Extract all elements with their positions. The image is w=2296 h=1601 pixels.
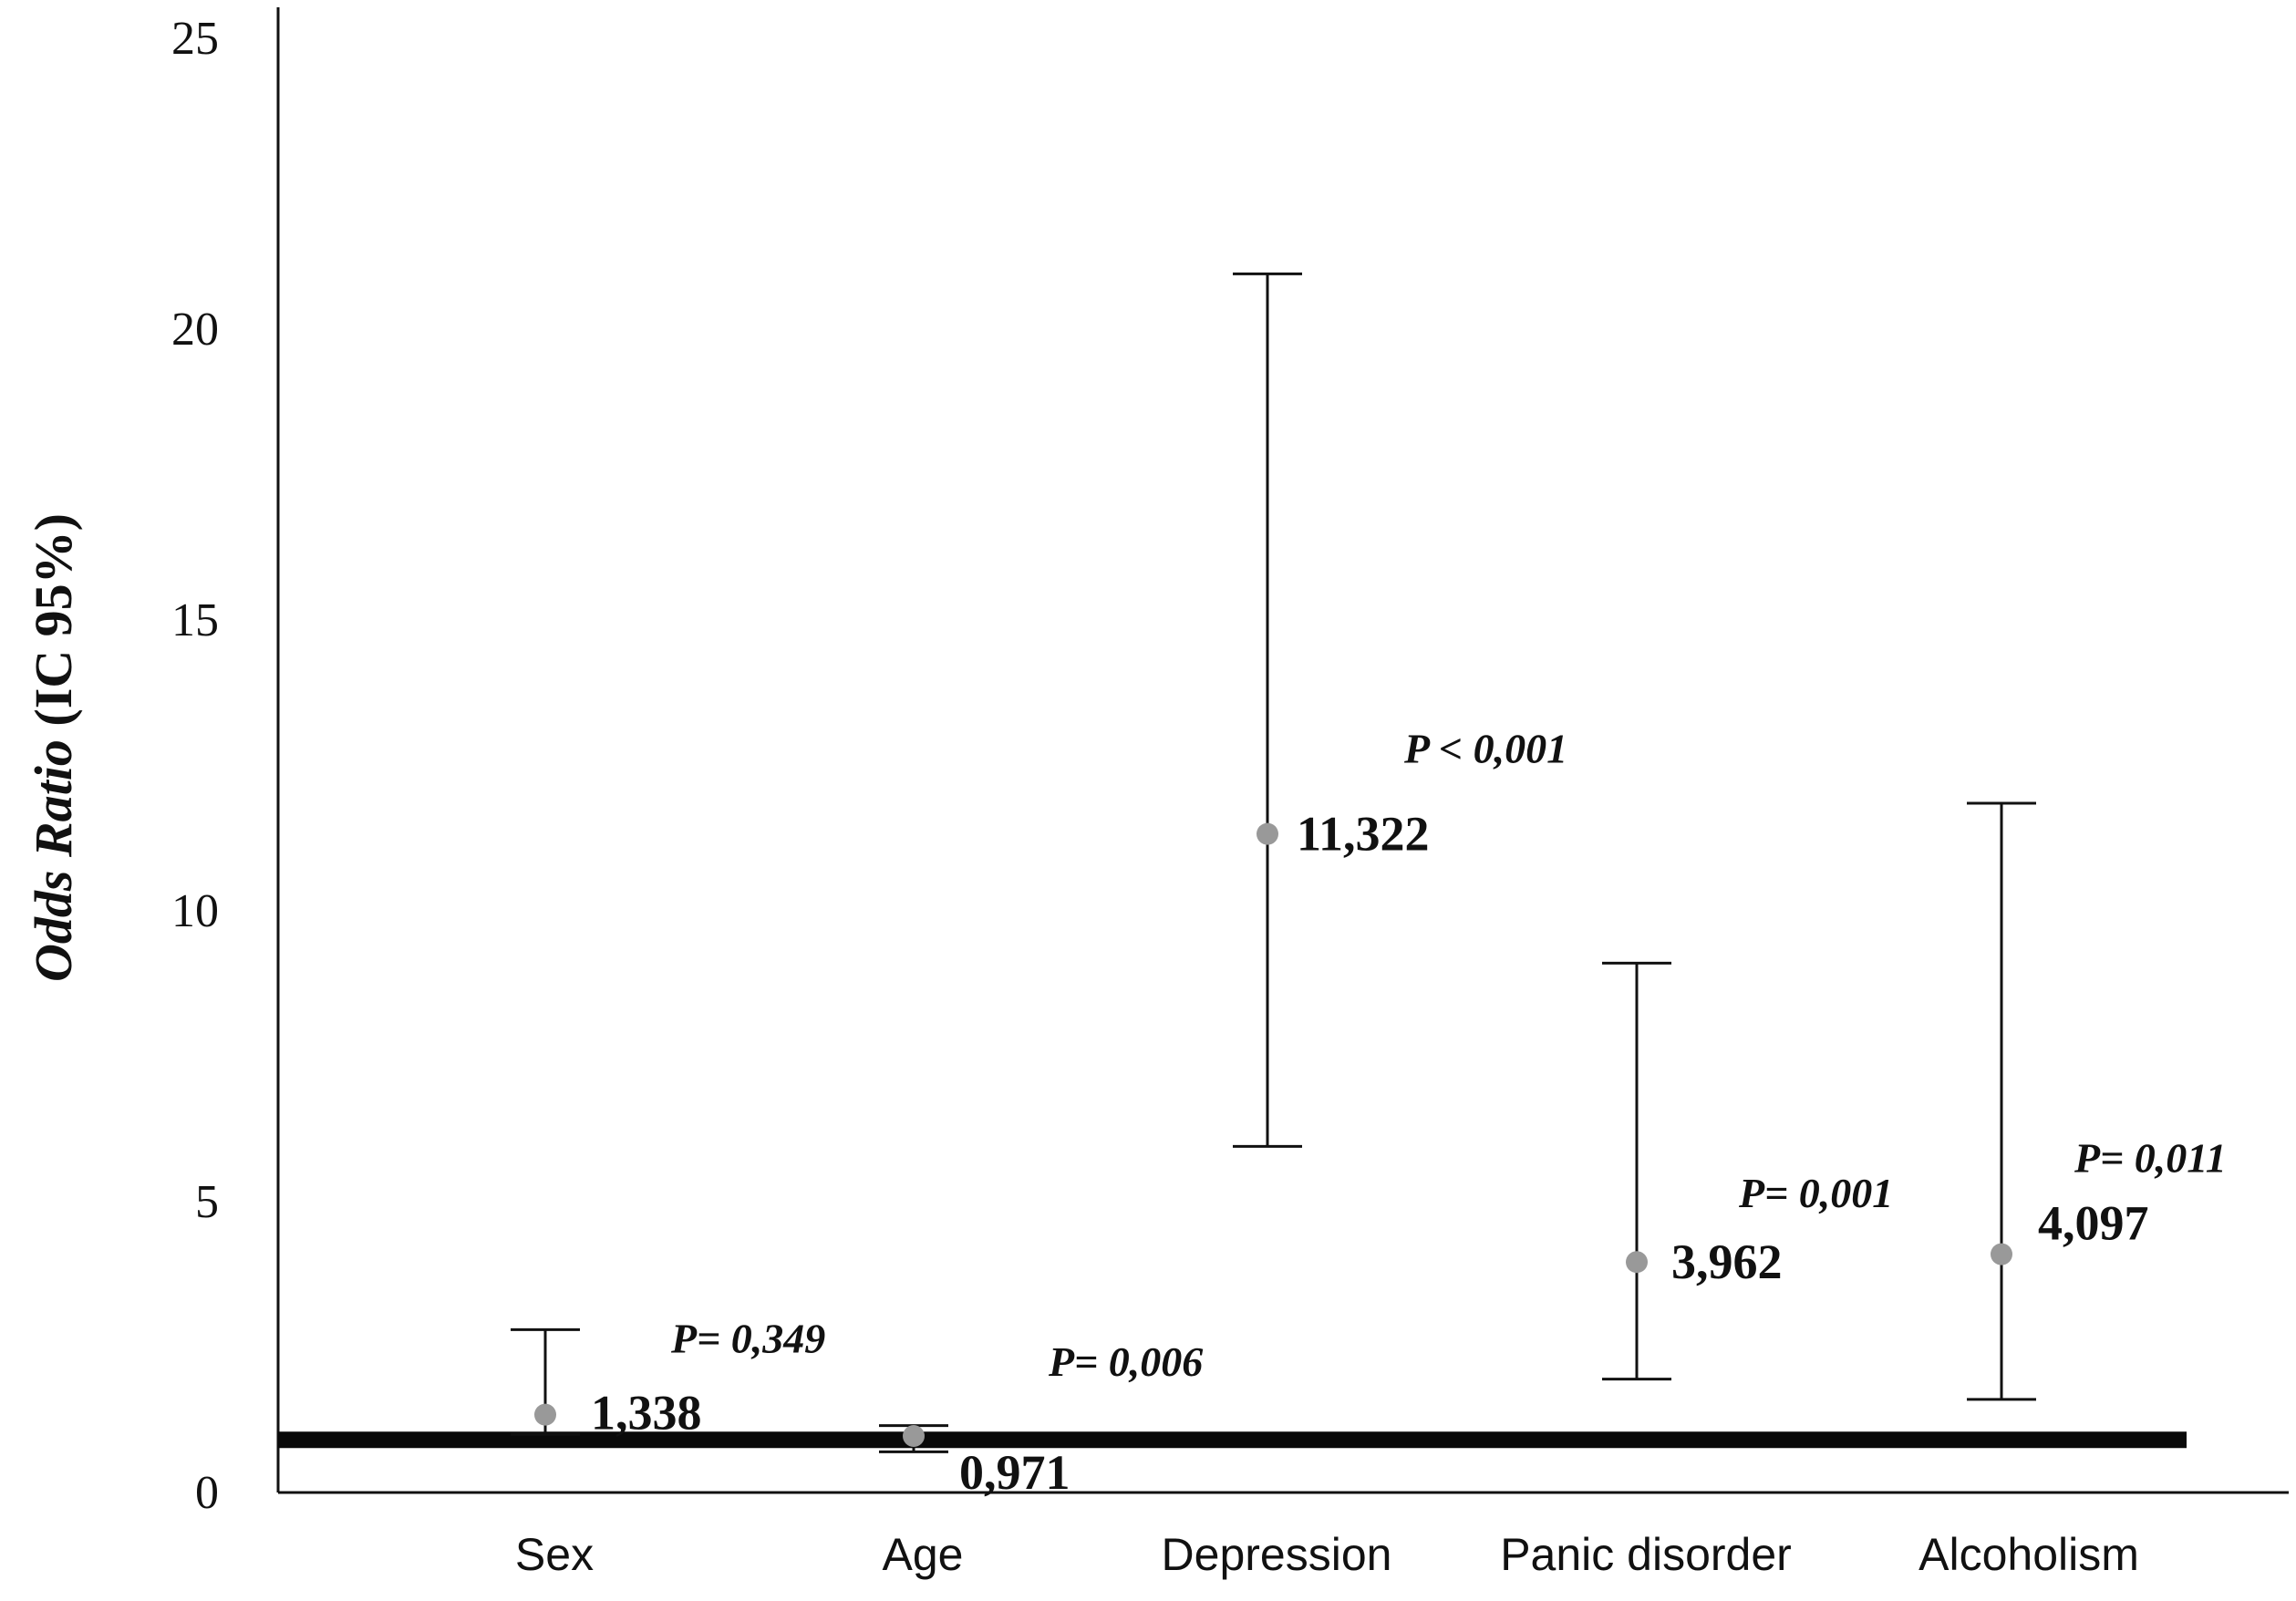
point-age xyxy=(903,1425,925,1448)
value-labels: 1,338 P= 0,349 0,971 P= 0,006 11,322 P < 0,00… xyxy=(591,726,2227,1500)
value-label: 11,322 xyxy=(1297,807,1430,862)
data-points xyxy=(534,822,2012,1448)
p-value-label: P= 0,349 xyxy=(670,1316,825,1362)
y-tick-label: 5 xyxy=(195,1176,219,1228)
y-tick-label: 10 xyxy=(171,885,219,937)
x-category-label: Sex xyxy=(515,1529,594,1580)
p-value-label: P= 0,011 xyxy=(2074,1135,2227,1182)
value-label: 3,962 xyxy=(1671,1234,1783,1289)
point-panic-disorder xyxy=(1626,1251,1648,1274)
y-tick-label: 0 xyxy=(195,1467,219,1519)
x-category-label: Alcoholism xyxy=(1919,1529,2139,1580)
p-value-label: P= 0,006 xyxy=(1048,1338,1203,1385)
x-category-label: Depression xyxy=(1162,1529,1392,1580)
category-labels: Sex Age Depression Panic disorder Alcoholism xyxy=(515,1529,2139,1580)
error-bars xyxy=(511,272,2036,1453)
point-sex xyxy=(534,1403,556,1426)
p-value-label: P < 0,001 xyxy=(1403,726,1567,772)
y-tick-label: 20 xyxy=(171,304,219,356)
point-depression xyxy=(1257,822,1278,845)
value-label: 4,097 xyxy=(2038,1196,2149,1251)
y-tick-label: 15 xyxy=(171,594,219,646)
point-alcoholism xyxy=(1991,1243,2012,1265)
value-label: 0,971 xyxy=(959,1445,1070,1500)
value-label: 1,338 xyxy=(591,1386,702,1441)
x-category-label: Panic disorder xyxy=(1500,1529,1792,1580)
x-category-label: Age xyxy=(883,1529,964,1580)
y-axis-title: Odds Ratio (IC 95%) xyxy=(24,513,83,982)
y-tick-label: 25 xyxy=(171,13,219,65)
p-value-label: P= 0,001 xyxy=(1738,1170,1893,1216)
y-tick-labels: 0 5 10 15 20 25 xyxy=(171,13,219,1519)
